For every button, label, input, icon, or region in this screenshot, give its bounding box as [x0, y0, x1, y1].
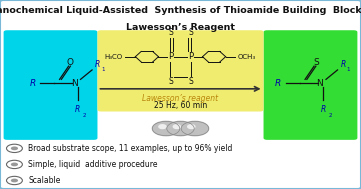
Text: R: R: [29, 79, 36, 88]
Text: S: S: [168, 77, 173, 86]
Circle shape: [152, 121, 180, 136]
FancyBboxPatch shape: [4, 30, 97, 140]
Text: 1: 1: [101, 67, 105, 72]
Text: S: S: [188, 77, 193, 86]
Text: Lawesson’s Reagent: Lawesson’s Reagent: [126, 23, 235, 32]
Text: P: P: [188, 52, 193, 61]
Text: S: S: [313, 58, 319, 67]
Circle shape: [167, 121, 194, 136]
Circle shape: [11, 163, 18, 166]
Text: OCH₃: OCH₃: [237, 54, 255, 60]
Text: N: N: [316, 79, 323, 88]
Text: P: P: [168, 52, 173, 61]
Text: R: R: [275, 79, 281, 88]
Text: Lawesson’s reagent: Lawesson’s reagent: [143, 94, 218, 103]
Text: 2: 2: [329, 113, 332, 118]
Text: 2: 2: [83, 113, 87, 118]
Text: R: R: [340, 60, 346, 69]
Circle shape: [188, 125, 195, 129]
Text: 1: 1: [347, 67, 350, 72]
Text: Mechanochemical Liquid-Assisted  Synthesis of Thioamide Building  Blocks with: Mechanochemical Liquid-Assisted Synthesi…: [0, 6, 361, 15]
Circle shape: [181, 121, 209, 136]
Circle shape: [11, 146, 18, 150]
FancyBboxPatch shape: [264, 30, 357, 140]
Text: N: N: [71, 79, 77, 88]
FancyBboxPatch shape: [97, 30, 264, 112]
Text: O: O: [67, 58, 74, 67]
Circle shape: [159, 125, 166, 129]
Circle shape: [173, 125, 180, 129]
Text: R: R: [321, 105, 326, 114]
Text: R: R: [75, 105, 80, 114]
Text: S: S: [188, 28, 193, 37]
Text: 25 Hz, 60 min: 25 Hz, 60 min: [154, 101, 207, 110]
Circle shape: [11, 179, 18, 182]
Text: Broad substrate scope, 11 examples, up to 96% yield: Broad substrate scope, 11 examples, up t…: [28, 144, 232, 153]
Text: H₃CO: H₃CO: [105, 54, 123, 60]
Text: Scalable: Scalable: [28, 176, 61, 185]
Text: S: S: [168, 28, 173, 37]
Text: R: R: [95, 60, 100, 69]
Text: Simple, liquid  additive procedure: Simple, liquid additive procedure: [28, 160, 158, 169]
